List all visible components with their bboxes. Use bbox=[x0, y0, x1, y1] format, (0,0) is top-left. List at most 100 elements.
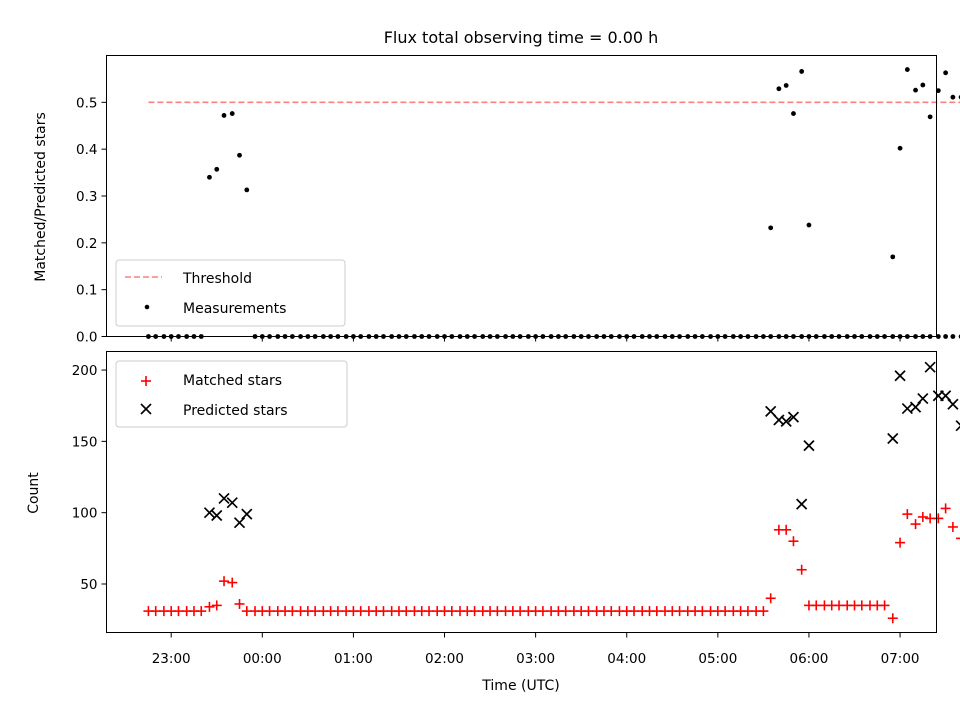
predicted-star-point bbox=[211, 509, 223, 522]
matched-star-point bbox=[879, 600, 890, 611]
measurement-point bbox=[935, 88, 941, 94]
bottom-xtick-label: 04:00 bbox=[607, 651, 646, 667]
measurement-point bbox=[913, 87, 918, 93]
predicted-star-point bbox=[909, 401, 922, 413]
measurement-point bbox=[806, 222, 812, 228]
predicted-star-point bbox=[787, 411, 800, 423]
bottom-axes-frame bbox=[106, 351, 937, 633]
matched-star-point bbox=[765, 593, 776, 604]
legend-predicted-marker bbox=[140, 403, 152, 415]
top-ytick-label: 0.2 bbox=[76, 236, 97, 252]
measurement-point bbox=[791, 111, 796, 116]
matched-star-point bbox=[758, 606, 769, 617]
measurement-point bbox=[244, 187, 250, 193]
bottom-xtick-label: 06:00 bbox=[789, 651, 828, 667]
matched-star-point bbox=[947, 521, 958, 532]
predicted-star-point bbox=[887, 432, 899, 445]
measurement-point bbox=[799, 69, 805, 74]
predicted-star-point bbox=[803, 440, 815, 452]
bottom-xtick-label: 00:00 bbox=[243, 651, 282, 667]
bottom-xtick-label: 23:00 bbox=[152, 651, 191, 667]
predicted-star-point bbox=[894, 370, 906, 382]
matched-star-point bbox=[234, 598, 245, 609]
top-ytick-label: 0.3 bbox=[76, 189, 97, 205]
matched-star-point bbox=[917, 511, 928, 522]
predicted-star-point bbox=[796, 498, 808, 510]
bottom-ytick-label: 150 bbox=[72, 434, 98, 450]
matched-star-point bbox=[227, 577, 238, 588]
top-legend: Threshold Measurements bbox=[115, 259, 346, 327]
measurement-point bbox=[943, 70, 949, 76]
matched-star-point bbox=[940, 503, 951, 514]
top-ytick-label: 0.1 bbox=[76, 283, 97, 299]
measurement-point bbox=[768, 225, 774, 231]
matched-star-point bbox=[204, 601, 215, 612]
matched-star-point bbox=[196, 606, 207, 617]
matched-star-point bbox=[781, 524, 792, 535]
predicted-star-point bbox=[780, 415, 792, 427]
predicted-star-point bbox=[226, 497, 238, 509]
measurement-point bbox=[207, 174, 212, 180]
legend-threshold-label: Threshold bbox=[182, 271, 252, 287]
top-ytick-label: 0.4 bbox=[76, 142, 97, 158]
top-legend-box bbox=[115, 259, 346, 327]
measurement-point bbox=[214, 166, 220, 172]
top-title: Flux total observing time = 0.00 h bbox=[384, 28, 659, 47]
bottom-ytick-label: 100 bbox=[72, 506, 98, 522]
bottom-legend: Matched stars Predicted stars bbox=[115, 360, 348, 428]
bottom-xtick-label: 05:00 bbox=[698, 651, 737, 667]
predicted-star-point bbox=[955, 420, 960, 432]
measurement-point bbox=[935, 334, 941, 339]
predicted-star-point bbox=[203, 507, 216, 519]
predicted-star-point bbox=[233, 517, 246, 529]
measurement-point bbox=[943, 334, 949, 339]
predicted-star-point bbox=[924, 361, 936, 373]
predicted-star-point bbox=[947, 398, 959, 410]
matched-star-point bbox=[956, 537, 960, 540]
measurement-point bbox=[897, 145, 903, 151]
legend-matched-label: Matched stars bbox=[183, 373, 282, 389]
bottom-xtick-label: 07:00 bbox=[881, 651, 920, 667]
bottom-ytick-label: 200 bbox=[72, 363, 98, 379]
measurement-point bbox=[890, 254, 896, 260]
bottom-ylabel: Count bbox=[26, 472, 42, 514]
measurement-point bbox=[920, 82, 926, 88]
matched-star-point bbox=[219, 576, 230, 587]
measurement-point bbox=[237, 152, 242, 158]
bottom-xtick-label: 02:00 bbox=[425, 651, 464, 667]
legend-predicted-label: Predicted stars bbox=[183, 403, 288, 419]
top-ytick-label: 0.5 bbox=[76, 95, 97, 111]
bottom-plot-area bbox=[143, 361, 960, 624]
legend-measurements-label: Measurements bbox=[183, 301, 286, 317]
legend-matched-marker bbox=[141, 376, 151, 386]
measurement-point bbox=[776, 86, 782, 92]
bottom-xtick-label: 03:00 bbox=[516, 651, 555, 667]
top-ylabel: Matched/Predicted stars bbox=[33, 112, 49, 282]
predicted-star-point bbox=[218, 492, 230, 505]
matched-star-point bbox=[895, 537, 906, 548]
measurement-point bbox=[221, 113, 227, 118]
measurement-point bbox=[950, 334, 956, 339]
matched-star-point bbox=[910, 519, 921, 530]
bottom-ytick-label: 50 bbox=[80, 577, 97, 593]
matched-star-point bbox=[902, 509, 913, 520]
matched-star-point bbox=[796, 564, 807, 575]
measurement-point bbox=[927, 114, 933, 120]
matched-star-point bbox=[788, 536, 799, 547]
predicted-star-point bbox=[765, 405, 777, 418]
measurement-point bbox=[783, 83, 789, 88]
legend-measurements-marker bbox=[144, 304, 150, 310]
bottom-xtick-label: 01:00 bbox=[334, 651, 373, 667]
matched-star-point bbox=[211, 600, 222, 611]
measurement-point bbox=[904, 67, 910, 72]
predicted-star-point bbox=[940, 390, 952, 402]
predicted-star-point bbox=[917, 392, 929, 405]
matched-star-point bbox=[887, 613, 898, 624]
bottom-xlabel: Time (UTC) bbox=[481, 678, 559, 694]
bottom-legend-box bbox=[115, 360, 348, 428]
top-ytick-label: 0.0 bbox=[76, 330, 97, 346]
measurement-point bbox=[229, 111, 235, 116]
measurement-point bbox=[950, 94, 956, 100]
